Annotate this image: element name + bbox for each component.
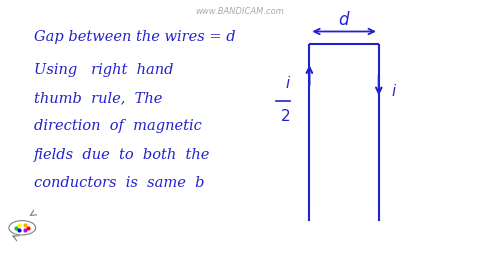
Text: Using   right  hand: Using right hand [34,63,174,77]
Text: conductors  is  same  b: conductors is same b [34,176,204,190]
Text: $2$: $2$ [280,108,290,124]
Text: www.BANDICAM.com: www.BANDICAM.com [195,7,285,16]
Text: $i$: $i$ [285,75,291,91]
Text: direction  of  magnetic: direction of magnetic [34,119,202,133]
Text: Gap between the wires = d: Gap between the wires = d [34,30,236,44]
Text: thumb  rule,  The: thumb rule, The [34,91,163,105]
Text: $d$: $d$ [337,11,350,29]
Text: $i$: $i$ [391,83,397,99]
Text: fields  due  to  both  the: fields due to both the [34,148,211,162]
